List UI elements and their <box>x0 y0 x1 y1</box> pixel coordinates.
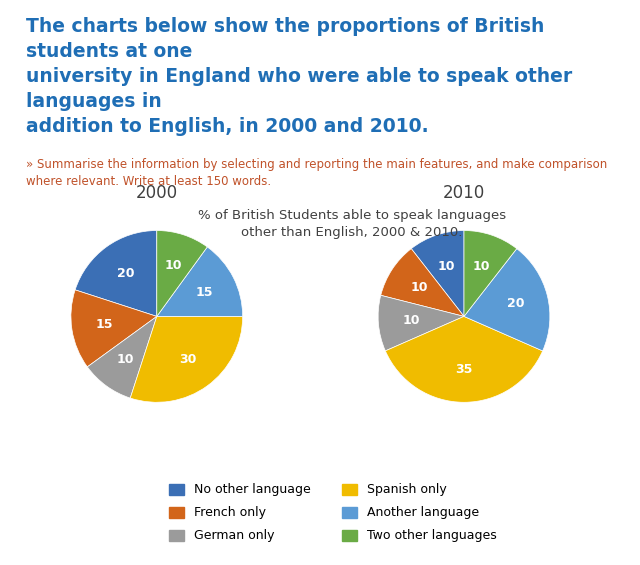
Wedge shape <box>412 231 464 316</box>
Title: 2000: 2000 <box>136 184 178 202</box>
Text: 10: 10 <box>438 259 456 272</box>
Text: 10: 10 <box>411 281 428 294</box>
Text: 35: 35 <box>455 363 473 376</box>
Text: 10: 10 <box>116 353 134 366</box>
Wedge shape <box>75 231 157 316</box>
Wedge shape <box>378 295 464 351</box>
Wedge shape <box>71 290 157 367</box>
Text: The charts below show the proportions of British students at one
university in E: The charts below show the proportions of… <box>26 17 572 136</box>
Wedge shape <box>131 316 243 402</box>
Text: 20: 20 <box>507 297 524 310</box>
Wedge shape <box>464 231 516 316</box>
Wedge shape <box>381 249 464 316</box>
Text: 10: 10 <box>472 259 490 272</box>
Text: 15: 15 <box>195 286 213 299</box>
Title: 2010: 2010 <box>443 184 485 202</box>
Text: 20: 20 <box>116 267 134 280</box>
Text: % of British Students able to speak languages
other than English, 2000 & 2010.: % of British Students able to speak lang… <box>198 209 506 239</box>
Legend: No other language, French only, German only, Spanish only, Another language, Two: No other language, French only, German o… <box>164 479 502 547</box>
Wedge shape <box>157 231 207 316</box>
Text: 15: 15 <box>95 318 113 331</box>
Wedge shape <box>464 249 550 351</box>
Text: 10: 10 <box>402 314 420 327</box>
Text: 30: 30 <box>179 353 196 366</box>
Text: » Summarise the information by selecting and reporting the main features, and ma: » Summarise the information by selecting… <box>26 158 607 188</box>
Text: 10: 10 <box>164 259 182 272</box>
Wedge shape <box>87 316 157 398</box>
Wedge shape <box>157 247 243 316</box>
Wedge shape <box>385 316 543 402</box>
